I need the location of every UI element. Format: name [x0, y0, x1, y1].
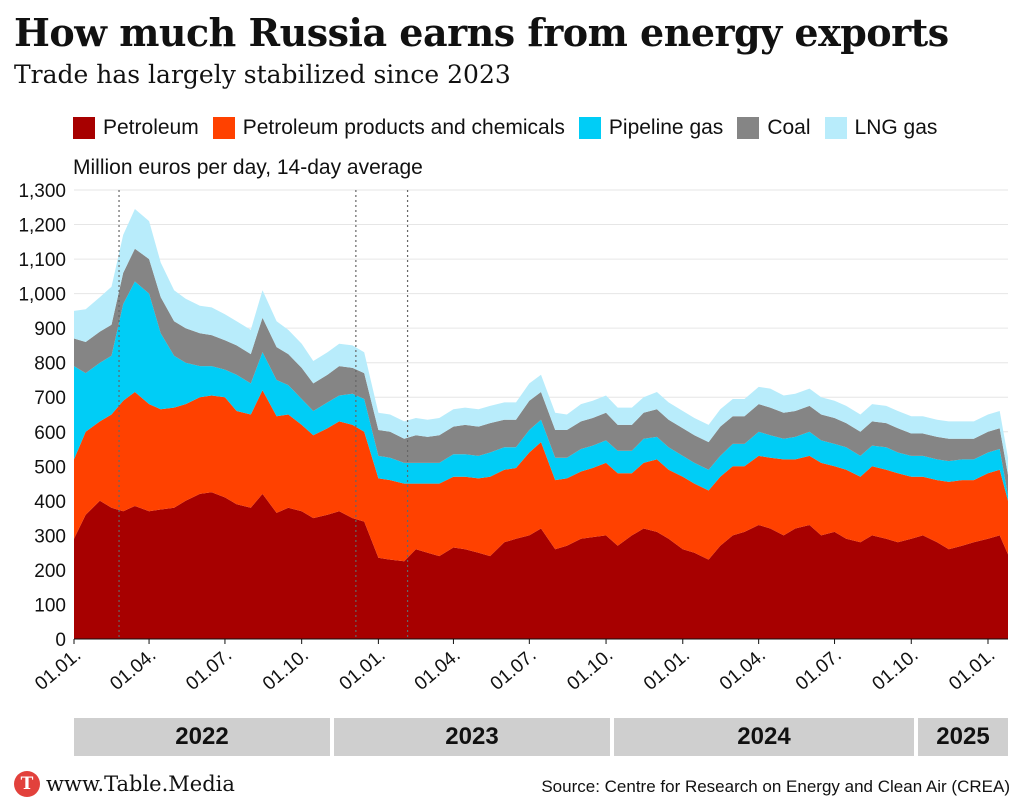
area-series-pipeline-gas	[74, 281, 1008, 501]
x-tick-label: 01.10.	[869, 645, 923, 695]
y-tick-label: 1,100	[18, 250, 66, 271]
table-media-logo-icon: T	[14, 771, 40, 797]
area-series-lng-gas	[74, 209, 1008, 475]
x-tick-label: 01.04.	[716, 645, 770, 695]
y-tick-label: 600	[34, 423, 66, 444]
area-series-petroleum	[74, 492, 1008, 639]
y-tick-label: 1,000	[18, 285, 66, 306]
y-tick-label: 700	[34, 388, 66, 409]
legend: Petroleum Petroleum products and chemica…	[73, 116, 951, 140]
x-tick-label: 01.10.	[259, 645, 313, 695]
area-series-group	[74, 209, 1008, 639]
x-tick-label: 01.01.	[640, 645, 694, 695]
legend-item-petroleum-products: Petroleum products and chemicals	[212, 116, 565, 140]
legend-label-lng-gas: LNG gas	[854, 116, 938, 139]
legend-swatch-petroleum-products	[212, 117, 235, 139]
legend-swatch-lng-gas	[824, 117, 847, 139]
y-tick-label: 500	[34, 457, 66, 478]
legend-label-petroleum-products: Petroleum products and chemicals	[242, 116, 565, 139]
x-tick-label: 01.04.	[106, 645, 160, 695]
legend-label-coal: Coal	[767, 116, 811, 139]
y-tick-label: 0	[55, 630, 66, 651]
year-band-2023: 2023	[334, 718, 610, 756]
y-tick-label: 100	[34, 595, 66, 616]
area-series-coal	[74, 248, 1008, 496]
x-tick-label: 01.07.	[487, 645, 541, 695]
y-tick-label: 800	[34, 354, 66, 375]
y-axis-unit-label: Million euros per day, 14-day average	[73, 156, 423, 179]
legend-item-pipeline-gas: Pipeline gas	[578, 116, 724, 140]
legend-item-coal: Coal	[737, 116, 811, 140]
x-tick-label: 01.01.	[945, 645, 999, 695]
source-note: Source: Centre for Research on Energy an…	[541, 777, 1010, 796]
y-tick-label: 200	[34, 561, 66, 582]
legend-swatch-petroleum	[73, 117, 95, 139]
x-tick-label: 01.04.	[411, 645, 465, 695]
y-tick-label: 900	[34, 319, 66, 340]
footer-logo[interactable]: T www.Table.Media	[14, 771, 235, 797]
legend-item-petroleum: Petroleum	[73, 116, 199, 140]
y-tick-label: 400	[34, 492, 66, 513]
y-tick-label: 1,300	[18, 181, 66, 202]
year-band-2025: 2025	[918, 718, 1008, 756]
area-series-petroleum-products-and-chemicals	[74, 390, 1008, 562]
chart-title: How much Russia earns from energy export…	[14, 10, 949, 55]
legend-swatch-pipeline-gas	[578, 117, 601, 139]
y-tick-label: 1,200	[18, 216, 66, 237]
legend-label-petroleum: Petroleum	[103, 116, 199, 139]
x-tick-label: 01.01.	[336, 645, 390, 695]
year-band-2024: 2024	[614, 718, 914, 756]
year-band-2022: 2022	[74, 718, 330, 756]
chart-subtitle: Trade has largely stabilized since 2023	[14, 60, 511, 89]
legend-item-lng-gas: LNG gas	[824, 116, 938, 140]
legend-label-pipeline-gas: Pipeline gas	[608, 116, 724, 139]
x-tick-label: 01.07.	[792, 645, 846, 695]
x-tick-label: 01.10.	[563, 645, 617, 695]
footer-site-link[interactable]: www.Table.Media	[46, 772, 235, 796]
y-tick-label: 300	[34, 526, 66, 547]
stacked-area-chart: 0 100 200 300 400 500 600 700 800 900 1,000 1,100 1,…	[18, 181, 1008, 695]
x-tick-label: 01.01.	[31, 645, 85, 695]
x-tick-label: 01.07.	[182, 645, 236, 695]
legend-swatch-coal	[737, 117, 760, 139]
